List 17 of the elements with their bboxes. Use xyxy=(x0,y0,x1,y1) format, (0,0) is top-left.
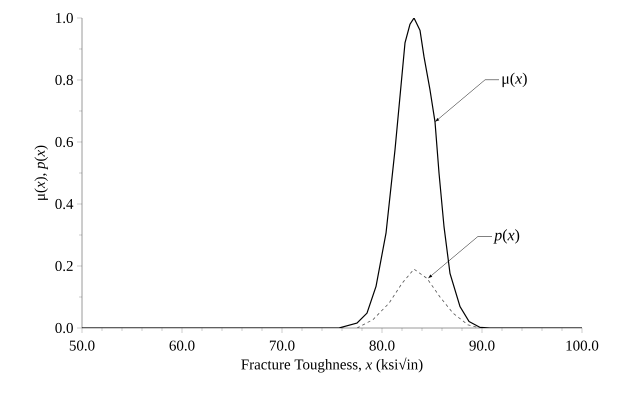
annotation: μ(x) xyxy=(502,72,527,88)
annotation: p(x) xyxy=(493,229,520,244)
y-tick-label: 1.0 xyxy=(56,12,73,24)
y-tick-label: 0.2 xyxy=(55,260,73,272)
x-tick-label: 70.0 xyxy=(270,340,295,351)
line-series xyxy=(356,268,480,328)
y-tick-label: 0.8 xyxy=(55,74,73,86)
y-tick-label: 0.4 xyxy=(55,198,74,210)
x-tick-label: 80.0 xyxy=(369,340,395,351)
x-tick-label: 90.0 xyxy=(469,340,495,351)
y-tick-label: 0.0 xyxy=(55,322,73,334)
x-tick-label: 50.0 xyxy=(70,340,95,351)
x-tick-label: 100.0 xyxy=(566,340,598,351)
y-axis-title: μ(x), p(x) xyxy=(34,146,48,200)
x-axis-title: Fracture Toughness, x (ksi√in) xyxy=(241,358,422,373)
y-tick-label: 0.6 xyxy=(55,136,74,148)
x-tick-label: 60.0 xyxy=(170,340,195,351)
